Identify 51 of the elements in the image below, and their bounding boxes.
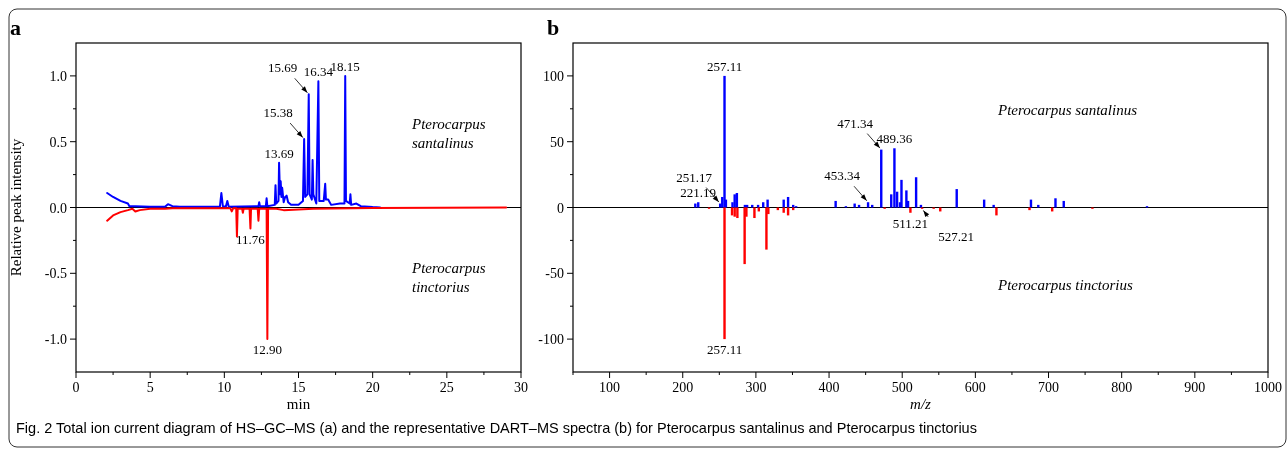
annotation: 251.17 [676, 169, 713, 185]
chart-title: b [547, 15, 560, 40]
annotation: 13.69 [264, 145, 294, 161]
y-tick-label: 0.0 [49, 200, 67, 216]
annotation: 527.21 [938, 228, 974, 244]
annotation: 11.76 [236, 231, 266, 247]
y-tick-label: 0.5 [49, 134, 67, 150]
x-tick-label: 400 [818, 380, 840, 395]
x-tick-label: 700 [1038, 380, 1060, 395]
x-axis-title: min [286, 396, 311, 412]
x-tick-label: 1000 [1254, 380, 1282, 395]
y-tick-label: 50 [550, 134, 564, 150]
annotation: 257.11 [706, 58, 743, 74]
annotation: Pterocarpus tinctorius [410, 260, 486, 296]
x-tick-label: 900 [1184, 380, 1206, 395]
caption: Fig. 2 Total ion current diagram of HS–GC–MS (a) and the representative DART–MS spectra (b) for Pterocarpus santalinus and Pterocarpus tinctorius [16, 420, 977, 436]
y-tick-label: 100 [543, 68, 564, 84]
x-tick-label: 100 [599, 380, 621, 395]
y-axis-title: Relative peak intensity [8, 138, 24, 277]
x-tick-label: 800 [1111, 380, 1133, 395]
y-tick-label: 1.0 [49, 68, 67, 84]
y-tick-label: -0.5 [44, 266, 67, 282]
annotation: Pterocarpus tinctorius [997, 276, 1134, 293]
x-tick-label: 300 [745, 380, 767, 395]
y-tick-label: -100 [538, 332, 564, 348]
x-tick-label: 10 [217, 380, 232, 395]
y-tick-label: 0 [557, 200, 564, 216]
annotation: Pterocarpus santalinus [997, 102, 1138, 119]
annotation: 15.38 [263, 105, 293, 121]
x-tick-label: 600 [964, 380, 986, 395]
y-tick-label: -1.0 [44, 332, 67, 348]
annotation: 221.19 [680, 185, 717, 201]
annotation: 489.36 [876, 131, 913, 147]
x-tick-label: 15 [291, 380, 306, 395]
x-axis-title: m/z [910, 396, 932, 412]
x-tick-label: 20 [365, 380, 380, 395]
x-tick-label: 5 [146, 380, 154, 395]
x-tick-label: 30 [514, 380, 528, 395]
chart-title: a [10, 15, 21, 40]
annotation: 471.34 [837, 115, 874, 131]
x-tick-label: 200 [672, 380, 694, 395]
annotation: 453.34 [824, 168, 861, 184]
annotation: 12.90 [252, 342, 282, 358]
x-tick-label: 500 [891, 380, 913, 395]
x-tick-label: 0 [72, 380, 80, 395]
annotation: Pterocarpus santalinus [410, 115, 486, 151]
annotation: 257.11 [706, 342, 743, 358]
y-tick-label: -50 [545, 266, 564, 282]
annotation: 15.69 [268, 60, 298, 76]
x-tick-label: 25 [439, 380, 454, 395]
annotation: 511.21 [892, 215, 929, 231]
